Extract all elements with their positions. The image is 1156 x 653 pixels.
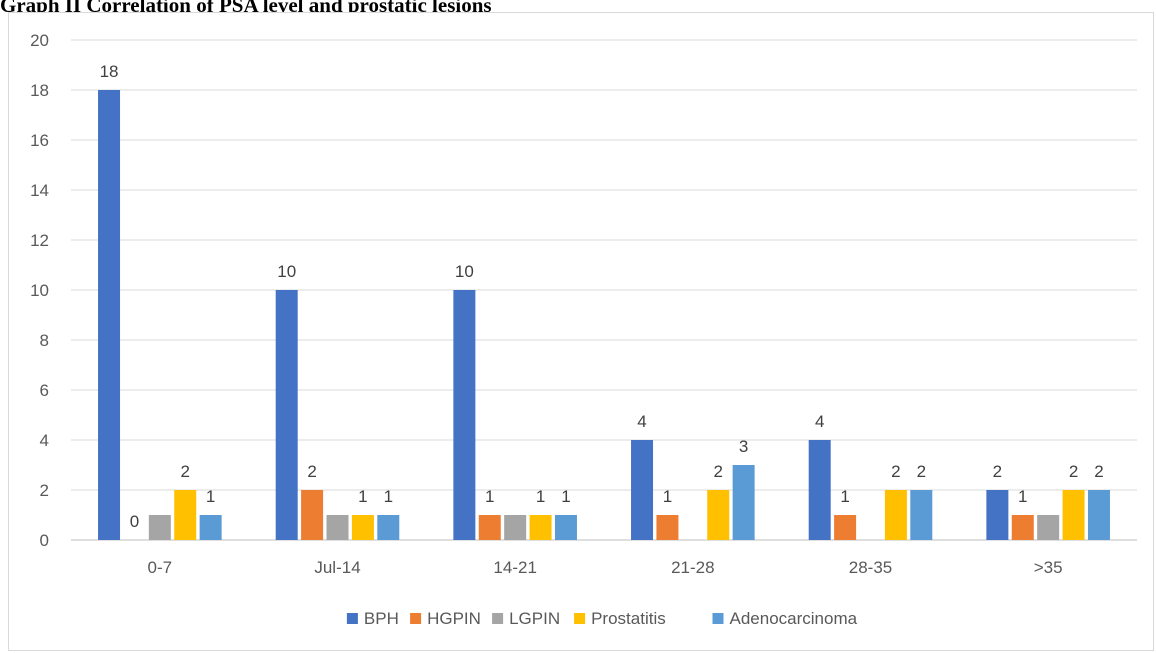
bar-adenocarcinoma [377,515,400,540]
legend: BPH HGPIN LGPIN Prostatitis Adenocarcinoma [346,609,858,628]
legend-swatch [492,613,504,624]
y-tick-label: 16 [30,131,49,150]
bar-prostatitis [174,490,197,540]
gridlines [71,39,1137,541]
bar-hgpin [478,515,501,540]
bar-hgpin [301,490,324,540]
bar-hgpin [1011,515,1034,540]
data-label: 2 [993,462,1002,481]
x-tick-label: >35 [1034,558,1063,577]
data-label: 3 [739,437,748,456]
bar-bph [631,440,654,540]
y-tick-label: 18 [30,81,49,100]
data-label: 1 [840,487,849,506]
x-tick-label: 0-7 [148,558,173,577]
data-label: 1 [536,487,545,506]
bar-prostatitis [707,490,730,540]
x-tick-label: 28-35 [849,558,892,577]
data-label: 2 [180,462,189,481]
legend-item-bph: BPH [346,609,399,628]
legend-swatch [712,613,724,624]
y-tick-label: 4 [40,431,49,450]
y-tick-label: 2 [40,481,49,500]
y-tick-label: 14 [30,181,49,200]
legend-label: Prostatitis [591,609,666,628]
bar-lgpin [148,515,171,540]
data-label: 2 [1069,462,1078,481]
data-label: 1 [1018,487,1027,506]
data-label: 10 [277,262,296,281]
bar-adenocarcinoma [910,490,933,540]
data-label: 2 [307,462,316,481]
bars [98,90,1110,540]
legend-item-lgpin: LGPIN [492,609,560,628]
bar-bph [986,490,1009,540]
legend-swatch [574,613,586,624]
bar-bph [808,440,831,540]
legend-item-hgpin: HGPIN [410,609,481,628]
bar-hgpin [834,515,857,540]
data-label: 4 [815,412,824,431]
bar-prostatitis [1062,490,1085,540]
data-label: 2 [1094,462,1103,481]
x-tick-label: 14-21 [493,558,536,577]
bar-adenocarcinoma [199,515,222,540]
bar-lgpin [504,515,527,540]
legend-item-adenocarcinoma: Adenocarcinoma [712,609,858,628]
y-tick-label: 20 [30,31,49,50]
data-label: 10 [455,262,474,281]
y-tick-label: 12 [30,231,49,250]
bar-bph [453,290,476,540]
bar-adenocarcinoma [732,465,755,540]
legend-swatch [346,613,358,624]
chart-area: 0 2 4 6 8 10 12 14 16 18 20 18 0 2 1 10 2 1 1 10 1 1 1 4 1 2 3 4 1 2… [8,12,1154,651]
data-label: 2 [713,462,722,481]
legend-item-prostatitis: Prostatitis [574,609,666,628]
data-label: 4 [637,412,646,431]
x-axis: 0-7 Jul-14 14-21 21-28 28-35 >35 [148,558,1063,577]
data-label: 2 [891,462,900,481]
y-tick-label: 0 [40,531,49,550]
bar-adenocarcinoma [554,515,577,540]
data-label: 1 [358,487,367,506]
bar-prostatitis [351,515,374,540]
bar-bph [275,290,298,540]
data-label: 18 [100,62,119,81]
bar-prostatitis [529,515,552,540]
bar-prostatitis [884,490,907,540]
data-label: 2 [917,462,926,481]
bar-lgpin [1037,515,1060,540]
data-label: 1 [561,487,570,506]
y-tick-label: 10 [30,281,49,300]
bar-hgpin [656,515,679,540]
legend-label: BPH [364,609,399,628]
legend-label: HGPIN [427,609,481,628]
legend-label: Adenocarcinoma [730,609,858,628]
data-label: 1 [384,487,393,506]
x-tick-label: Jul-14 [314,558,360,577]
bar-bph [98,90,121,540]
bar-lgpin [326,515,349,540]
data-label: 0 [130,512,139,531]
bar-adenocarcinoma [1087,490,1110,540]
data-label: 1 [663,487,672,506]
data-label: 1 [485,487,494,506]
data-label: 1 [206,487,215,506]
y-tick-label: 8 [40,331,49,350]
y-axis: 0 2 4 6 8 10 12 14 16 18 20 [30,31,49,550]
y-tick-label: 6 [40,381,49,400]
legend-label: LGPIN [509,609,560,628]
legend-swatch [410,613,422,624]
x-tick-label: 21-28 [671,558,714,577]
